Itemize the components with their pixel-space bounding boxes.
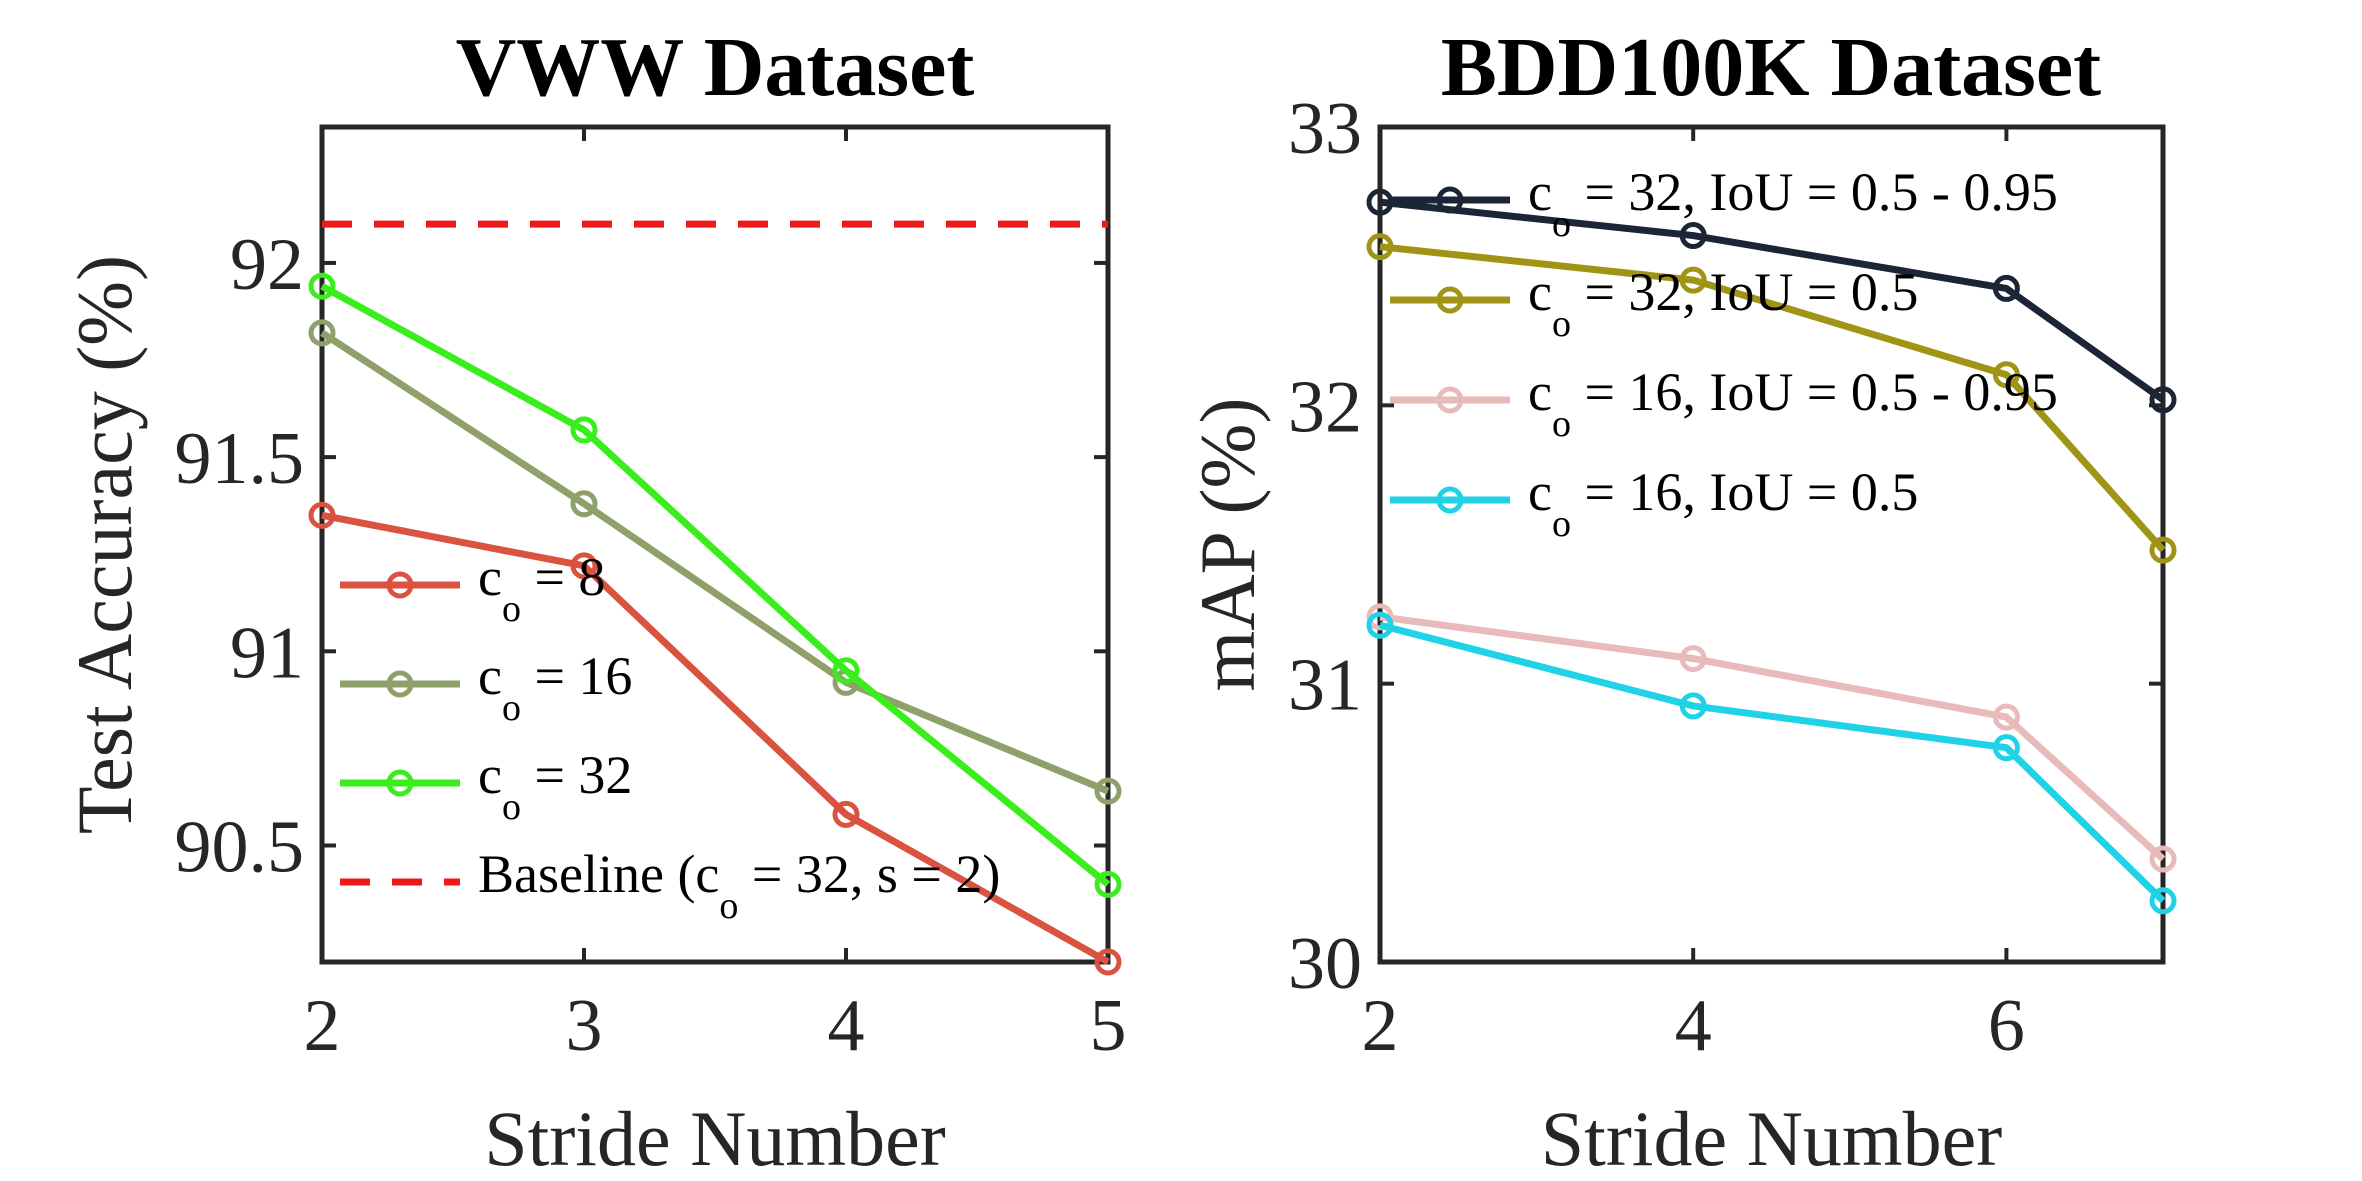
data-point <box>1992 361 2020 389</box>
series-line <box>1379 198 2166 403</box>
data-point <box>1094 870 1122 898</box>
data-point <box>570 416 598 444</box>
legend-label: co = 32, IoU = 0.5 - 0.95 <box>1528 162 2058 245</box>
data-point <box>1992 703 2020 731</box>
series-1 <box>308 501 1122 976</box>
legend-label: co = 8 <box>478 547 605 630</box>
series-2 <box>308 319 1122 805</box>
data-point <box>1679 266 1707 294</box>
y-axis-label: mAP (%) <box>1184 398 1271 692</box>
series-line <box>320 283 1111 888</box>
chart-2: BDD100K Dataset 2 4 6 30 31 32 33 Stride Number m… <box>1184 21 2177 1181</box>
y-tick-label: 91 <box>230 612 304 694</box>
series-4 <box>1366 611 2177 915</box>
data-point <box>1094 777 1122 805</box>
x-tick-label: 5 <box>1090 985 1127 1067</box>
axes-box <box>319 124 1111 965</box>
legend-entry: co = 8 <box>340 547 605 630</box>
series-2 <box>1366 233 2177 564</box>
legend-entry: co = 32, IoU = 0.5 - 0.95 <box>1390 162 2058 245</box>
y-tick-label: 91.5 <box>175 418 305 500</box>
data-point <box>1679 692 1707 720</box>
y-tick-label: 31 <box>1288 645 1362 727</box>
series-line <box>321 511 1110 966</box>
x-tick-label: 6 <box>1988 985 2025 1067</box>
data-point <box>832 800 860 828</box>
data-point <box>1992 274 2020 302</box>
data-point <box>1992 734 2020 762</box>
data-point <box>1679 645 1707 673</box>
legend-label: co = 32, IoU = 0.5 <box>1528 262 1918 345</box>
legend-label: co = 16, IoU = 0.5 - 0.95 <box>1528 362 2058 445</box>
chart-title: BDD100K Dataset <box>1441 21 2101 114</box>
legend-label: Baseline (co = 32, s = 2) <box>478 844 1000 927</box>
data-point <box>1366 233 1394 261</box>
data-point <box>308 272 336 300</box>
data-point <box>1366 611 1394 639</box>
legend-marker <box>386 571 414 599</box>
data-point <box>308 501 336 529</box>
data-point <box>832 657 860 685</box>
data-point <box>2149 887 2177 915</box>
x-axis-label: Stride Number <box>484 1095 945 1181</box>
legend-label: co = 32 <box>478 745 632 828</box>
axes-box <box>1377 124 2166 965</box>
legend-marker <box>1436 186 1464 214</box>
x-tick-label: 3 <box>566 985 603 1067</box>
x-tick-label: 4 <box>828 985 865 1067</box>
data-point <box>1094 948 1122 976</box>
legend-label: co = 16 <box>478 646 632 729</box>
legend-marker <box>1436 386 1464 414</box>
y-tick-label: 92 <box>230 224 304 306</box>
data-point <box>570 552 598 580</box>
chart-1: VWW Dataset 2 3 4 5 90.5 91 91.5 92 Stride Number… <box>61 21 1127 1181</box>
data-point <box>2149 386 2177 414</box>
x-tick-label: 4 <box>1675 985 1712 1067</box>
legend-label: co = 16, IoU = 0.5 <box>1528 462 1918 545</box>
y-tick-label: 32 <box>1288 366 1362 448</box>
y-tick-label: 33 <box>1288 88 1362 170</box>
legend-entry: Baseline (co = 32, s = 2) <box>340 844 1000 927</box>
legend-entry: co = 32 <box>340 745 632 828</box>
y-tick-label: 30 <box>1288 923 1362 1005</box>
legend-marker <box>1436 486 1464 514</box>
data-point <box>308 319 336 347</box>
series-line <box>1379 621 2166 904</box>
chart-title: VWW Dataset <box>456 21 975 114</box>
y-tick-label: 90.5 <box>175 806 305 888</box>
legend-marker <box>386 670 414 698</box>
x-axis-label: Stride Number <box>1541 1095 2002 1181</box>
series-line <box>1379 613 2166 862</box>
series-3 <box>308 272 1122 898</box>
legend-entry: co = 16, IoU = 0.5 <box>1390 462 1918 545</box>
legend-entry: co = 16 <box>340 646 632 729</box>
series-3 <box>1366 603 2177 873</box>
series-line <box>1379 243 2166 553</box>
legend-entry: co = 32, IoU = 0.5 <box>1390 262 1918 345</box>
x-tick-label: 2 <box>304 985 341 1067</box>
data-point <box>2149 845 2177 873</box>
legend-marker <box>1436 286 1464 314</box>
x-tick-label: 2 <box>1362 985 1399 1067</box>
legend-marker <box>386 769 414 797</box>
series-1 <box>1366 188 2177 414</box>
data-point <box>1679 222 1707 250</box>
y-axis-label: Test Accuracy (%) <box>61 255 148 834</box>
data-point <box>570 490 598 518</box>
data-point <box>2149 536 2177 564</box>
legend-entry: co = 16, IoU = 0.5 - 0.95 <box>1390 362 2058 445</box>
series-line <box>320 329 1110 795</box>
